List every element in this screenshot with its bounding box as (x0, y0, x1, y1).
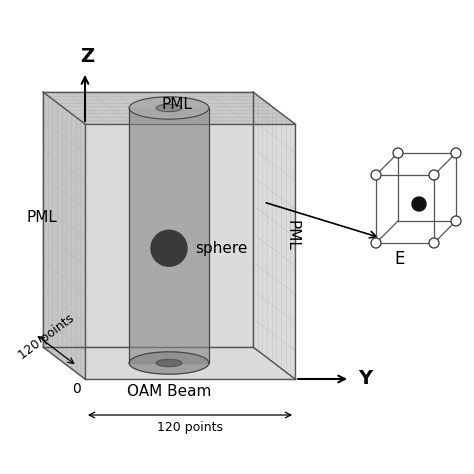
Ellipse shape (156, 359, 182, 366)
Text: E: E (395, 250, 405, 268)
Ellipse shape (129, 97, 209, 119)
Circle shape (429, 238, 439, 248)
Circle shape (412, 197, 426, 211)
Text: PML: PML (284, 220, 300, 251)
Polygon shape (129, 108, 209, 363)
Circle shape (451, 216, 461, 226)
Polygon shape (253, 92, 295, 379)
Text: 120 points: 120 points (16, 312, 76, 362)
Text: PML: PML (27, 210, 57, 225)
Polygon shape (43, 92, 85, 379)
Polygon shape (43, 92, 295, 124)
Circle shape (393, 148, 403, 158)
Text: 0: 0 (73, 382, 82, 396)
Ellipse shape (156, 104, 182, 111)
Circle shape (151, 230, 187, 266)
Text: 120 points: 120 points (157, 421, 223, 435)
Circle shape (371, 238, 381, 248)
Polygon shape (43, 92, 253, 347)
Text: PML: PML (162, 97, 192, 111)
Text: Z: Z (80, 47, 94, 66)
Circle shape (371, 170, 381, 180)
Text: Y: Y (358, 370, 372, 389)
Polygon shape (43, 347, 295, 379)
Circle shape (429, 170, 439, 180)
Ellipse shape (129, 352, 209, 374)
Text: sphere: sphere (195, 241, 247, 256)
Text: OAM Beam: OAM Beam (127, 383, 211, 399)
Circle shape (451, 148, 461, 158)
